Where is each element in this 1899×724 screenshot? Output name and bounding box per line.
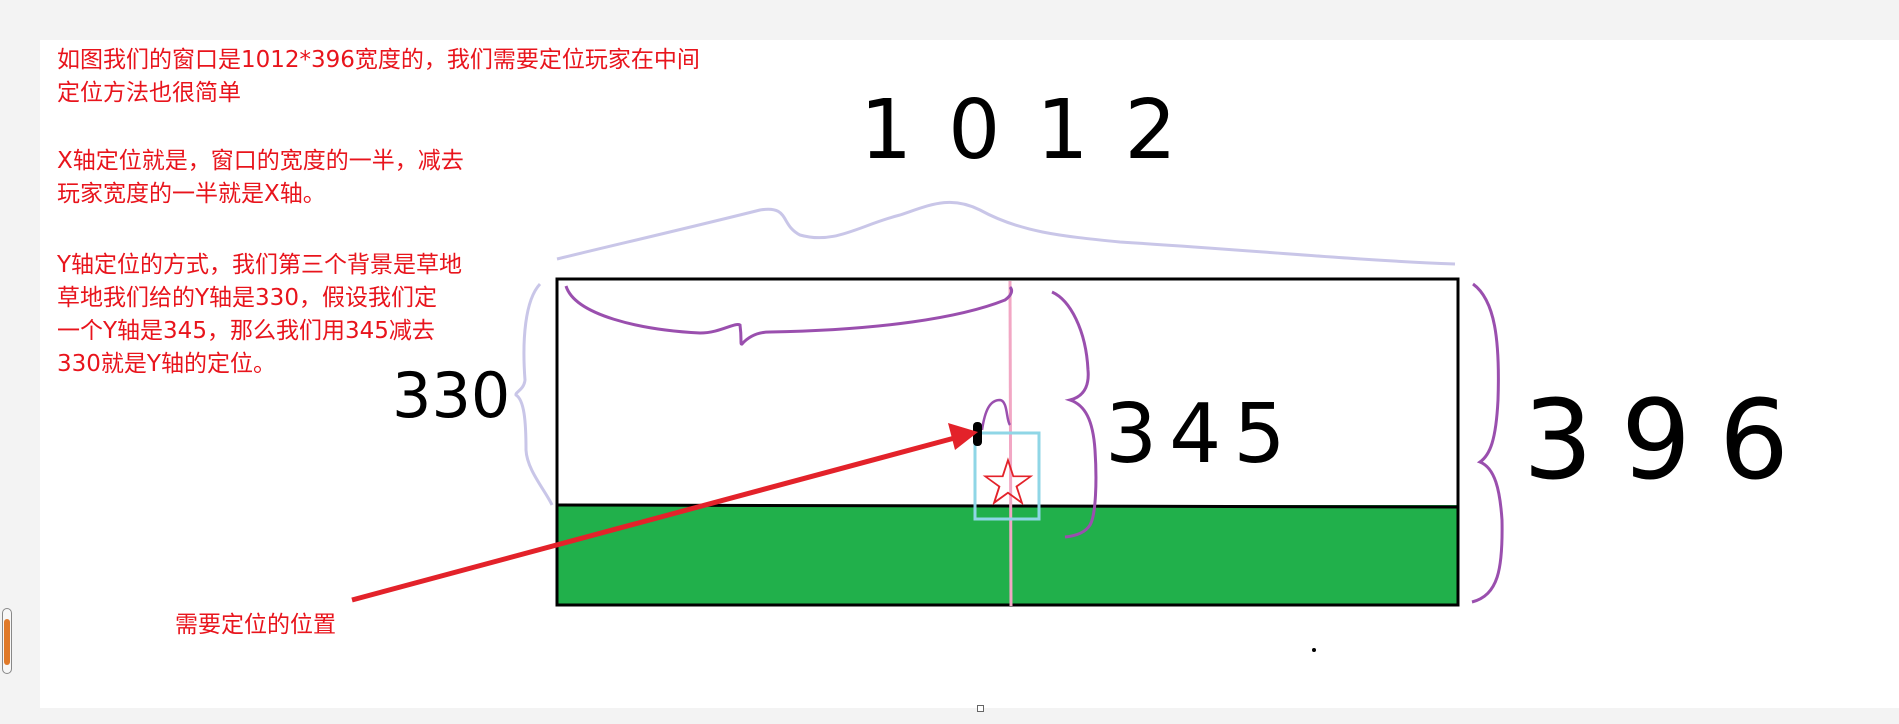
star-icon: ☆ bbox=[978, 444, 1037, 521]
note-line-2: 定位方法也很简单 bbox=[57, 80, 241, 106]
vertical-scrollbar[interactable] bbox=[2, 608, 12, 674]
target-position-label: 需要定位的位置 bbox=[175, 612, 336, 638]
game-window-frame bbox=[555, 277, 1460, 607]
center-line bbox=[1008, 280, 1013, 607]
scroll-thumb[interactable] bbox=[4, 619, 10, 665]
grass-area bbox=[557, 505, 1458, 605]
height-value: 396 bbox=[1523, 376, 1817, 504]
target-arrow bbox=[351, 433, 963, 603]
grass-height-brace bbox=[514, 282, 554, 506]
target-arrow-head bbox=[948, 423, 978, 450]
target-point bbox=[973, 422, 982, 446]
grass-y-value: 330 bbox=[392, 359, 510, 432]
stray-dot bbox=[1312, 648, 1316, 652]
inner-half-brace bbox=[564, 285, 1014, 346]
player-y-value: 345 bbox=[1105, 387, 1298, 482]
resize-handle[interactable] bbox=[977, 705, 984, 712]
width-brace bbox=[556, 200, 1456, 266]
player-height-brace bbox=[1051, 290, 1098, 539]
note-line-5: Y轴定位的方式，我们第三个背景是草地 bbox=[57, 252, 463, 278]
note-line-3: X轴定位就是，窗口的宽度的一半，减去 bbox=[57, 148, 464, 174]
player-hook bbox=[980, 398, 1012, 431]
note-line-7: 一个Y轴是345，那么我们用345减去 bbox=[57, 318, 435, 344]
window-height-brace bbox=[1471, 282, 1504, 604]
note-line-4: 玩家宽度的一半就是X轴。 bbox=[57, 181, 326, 207]
note-line-6: 草地我们给的Y轴是330，假设我们定 bbox=[57, 285, 437, 311]
note-line-1: 如图我们的窗口是1012*396宽度的，我们需要定位玩家在中间 bbox=[57, 47, 700, 73]
width-value: 1012 bbox=[860, 83, 1213, 178]
note-line-8: 330就是Y轴的定位。 bbox=[57, 351, 276, 377]
player-box bbox=[973, 431, 1041, 521]
